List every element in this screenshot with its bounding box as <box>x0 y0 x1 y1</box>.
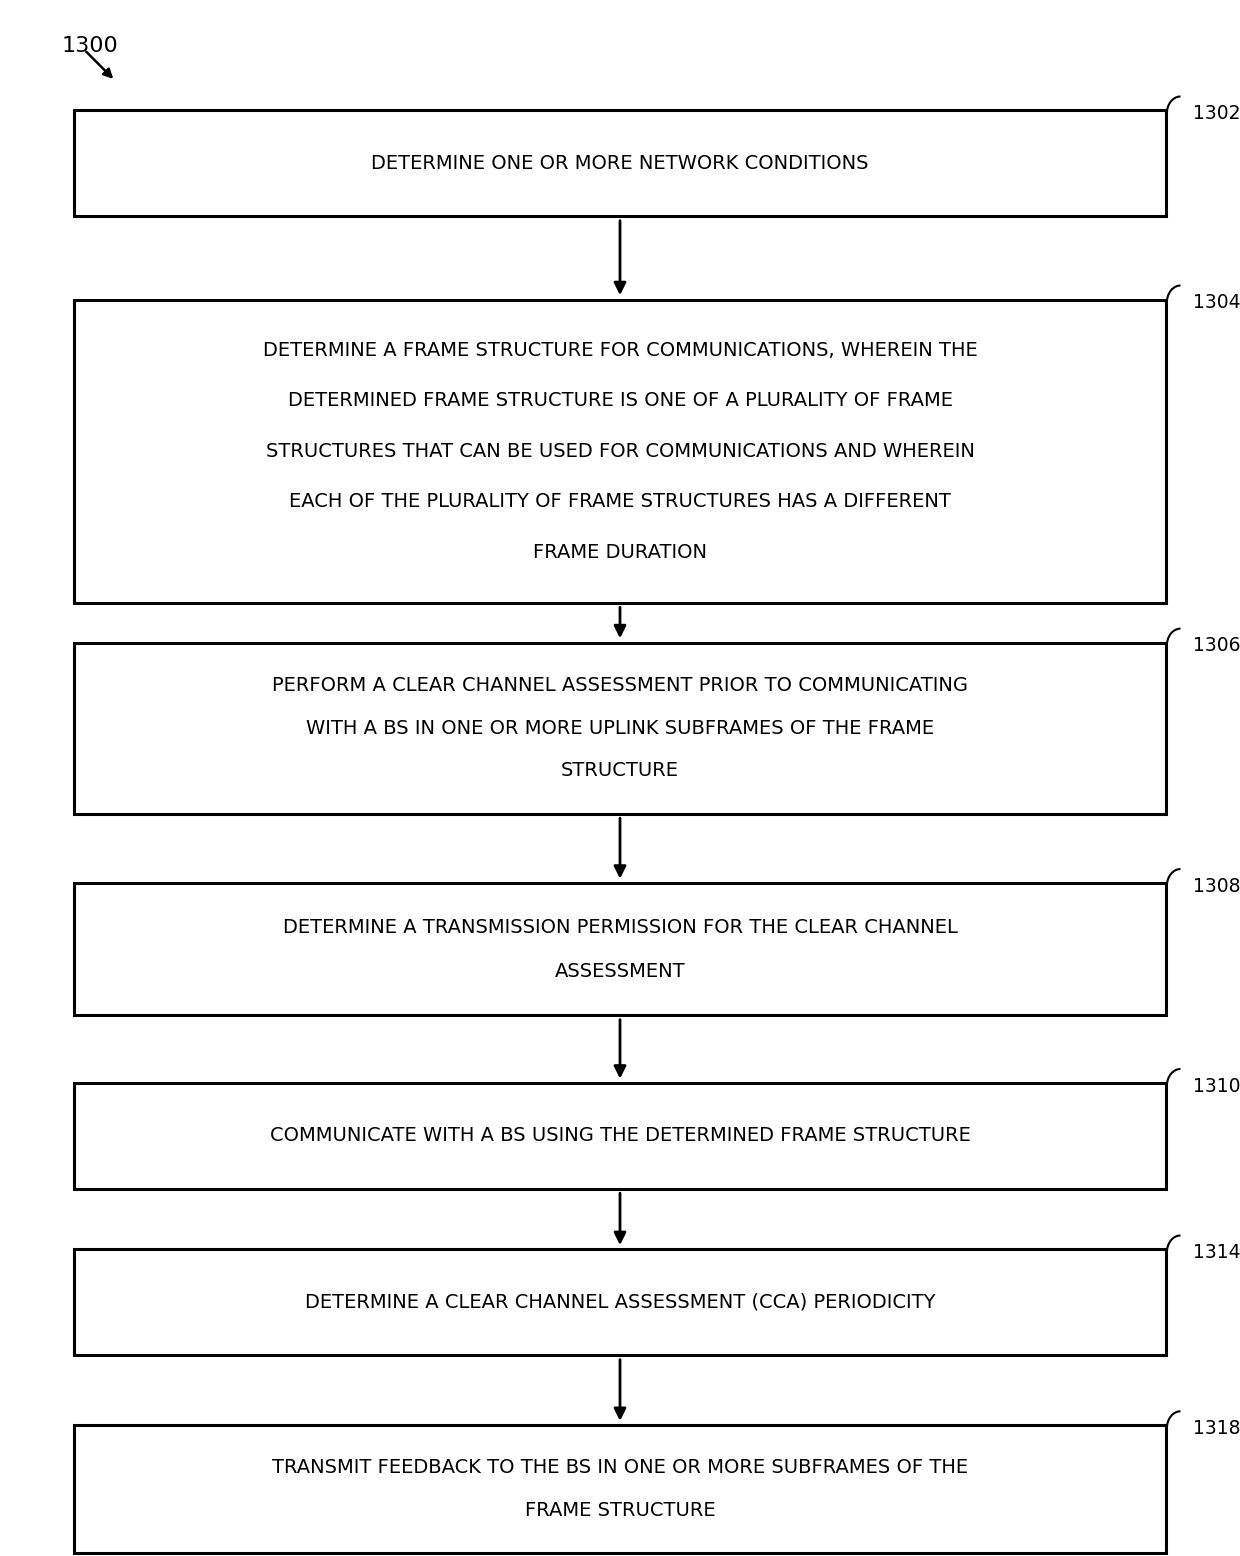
Bar <box>74 1249 1166 1355</box>
Bar <box>74 1425 1166 1553</box>
Bar <box>74 300 1166 604</box>
Text: EACH OF THE PLURALITY OF FRAME STRUCTURES HAS A DIFFERENT: EACH OF THE PLURALITY OF FRAME STRUCTURE… <box>289 492 951 512</box>
Text: DETERMINE A CLEAR CHANNEL ASSESSMENT (CCA) PERIODICITY: DETERMINE A CLEAR CHANNEL ASSESSMENT (CC… <box>305 1293 935 1312</box>
Bar <box>74 1083 1166 1189</box>
Text: STRUCTURE: STRUCTURE <box>560 761 680 781</box>
Text: DETERMINE A TRANSMISSION PERMISSION FOR THE CLEAR CHANNEL: DETERMINE A TRANSMISSION PERMISSION FOR … <box>283 918 957 937</box>
Text: DETERMINE A FRAME STRUCTURE FOR COMMUNICATIONS, WHEREIN THE: DETERMINE A FRAME STRUCTURE FOR COMMUNIC… <box>263 341 977 359</box>
Bar <box>74 643 1166 814</box>
Text: PERFORM A CLEAR CHANNEL ASSESSMENT PRIOR TO COMMUNICATING: PERFORM A CLEAR CHANNEL ASSESSMENT PRIOR… <box>272 675 968 696</box>
Text: 1302: 1302 <box>1193 104 1240 123</box>
Text: 1306: 1306 <box>1193 636 1240 655</box>
Text: DETERMINE ONE OR MORE NETWORK CONDITIONS: DETERMINE ONE OR MORE NETWORK CONDITIONS <box>371 154 869 173</box>
Text: 1304: 1304 <box>1193 294 1240 313</box>
Bar <box>74 110 1166 216</box>
Text: 1318: 1318 <box>1193 1419 1240 1438</box>
Text: 1310: 1310 <box>1193 1077 1240 1095</box>
Bar <box>74 884 1166 1016</box>
Text: STRUCTURES THAT CAN BE USED FOR COMMUNICATIONS AND WHEREIN: STRUCTURES THAT CAN BE USED FOR COMMUNIC… <box>265 442 975 461</box>
Text: FRAME DURATION: FRAME DURATION <box>533 543 707 562</box>
Text: DETERMINED FRAME STRUCTURE IS ONE OF A PLURALITY OF FRAME: DETERMINED FRAME STRUCTURE IS ONE OF A P… <box>288 391 952 411</box>
Text: COMMUNICATE WITH A BS USING THE DETERMINED FRAME STRUCTURE: COMMUNICATE WITH A BS USING THE DETERMIN… <box>269 1127 971 1145</box>
Text: FRAME STRUCTURE: FRAME STRUCTURE <box>525 1502 715 1520</box>
Text: ASSESSMENT: ASSESSMENT <box>554 962 686 980</box>
Text: TRANSMIT FEEDBACK TO THE BS IN ONE OR MORE SUBFRAMES OF THE: TRANSMIT FEEDBACK TO THE BS IN ONE OR MO… <box>272 1458 968 1477</box>
Text: 1314: 1314 <box>1193 1243 1240 1262</box>
Text: 1308: 1308 <box>1193 878 1240 896</box>
Text: WITH A BS IN ONE OR MORE UPLINK SUBFRAMES OF THE FRAME: WITH A BS IN ONE OR MORE UPLINK SUBFRAME… <box>306 719 934 738</box>
Text: 1300: 1300 <box>62 36 119 56</box>
